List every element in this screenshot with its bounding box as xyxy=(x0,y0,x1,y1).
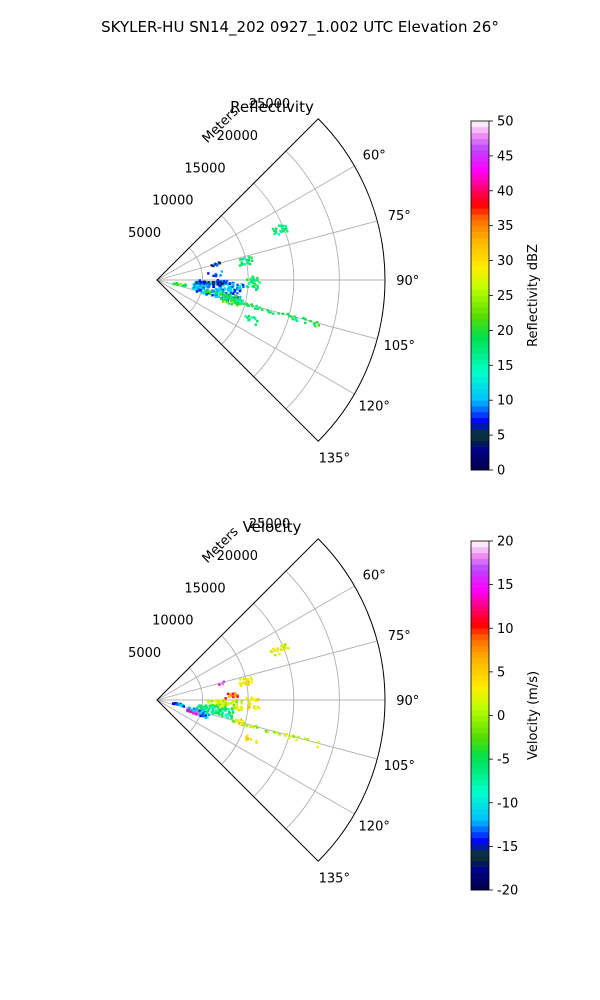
echo-region xyxy=(238,256,254,267)
angular-gridline xyxy=(156,165,355,281)
radar-echoes xyxy=(172,224,320,328)
colorbar-tick-label: -20 xyxy=(497,884,518,899)
echo-region xyxy=(224,692,239,700)
angle-tick-label: 60° xyxy=(363,149,386,164)
colorbar-tick-label: 5 xyxy=(497,429,505,444)
echo-region xyxy=(171,702,185,708)
colorbar-tick-label: -10 xyxy=(497,796,518,811)
colorbar-tick-label: 50 xyxy=(497,115,514,130)
colorbar-tick-label: 10 xyxy=(497,394,514,409)
colorbar-tick-label: 20 xyxy=(497,324,514,339)
echo-region xyxy=(245,275,261,292)
colorbar-tick-label: -5 xyxy=(497,753,510,768)
radial-tick-label: 10000 xyxy=(152,194,193,209)
angular-gridline xyxy=(156,220,378,281)
sector-outline xyxy=(156,118,386,442)
reflectivity-title: Reflectivity xyxy=(230,98,314,116)
colorbar-tick-label: 40 xyxy=(497,184,514,199)
echo-region xyxy=(269,643,290,657)
echo-region xyxy=(244,315,259,326)
radial-tick-label: 10000 xyxy=(152,614,193,629)
angular-gridline xyxy=(156,279,355,395)
angle-tick-label: 135° xyxy=(319,871,350,886)
angular-gridline xyxy=(156,699,355,815)
sector-outline xyxy=(156,538,386,862)
colorbar: -20 -15 -10 -5 0 5 10 15 20 Velocity (m/s) xyxy=(470,535,541,899)
colorbar-tick-label: 5 xyxy=(497,665,505,680)
echo-region xyxy=(233,298,244,305)
colorbar-tick-label: 10 xyxy=(497,622,514,637)
colorbar-tick-label: 30 xyxy=(497,254,514,269)
angle-tick-label: 105° xyxy=(384,759,415,774)
angle-tick-label: 75° xyxy=(388,629,411,644)
radial-tick-label: 25000 xyxy=(249,97,290,112)
colorbar-label: Reflectivity dBZ xyxy=(526,244,541,347)
colorbar-tick-label: 35 xyxy=(497,219,514,234)
radial-tick-label: 25000 xyxy=(249,517,290,532)
colorbar-label: Velocity (m/s) xyxy=(526,671,541,760)
colorbar-tick-label: 15 xyxy=(497,578,514,593)
echo-region xyxy=(210,261,222,268)
reflectivity-panel: Reflectivity 500010000150002000025000Met… xyxy=(128,97,541,479)
angle-tick-label: 120° xyxy=(359,399,390,414)
colorbar-tick-label: 25 xyxy=(497,289,514,304)
angle-tick-label: 75° xyxy=(388,209,411,224)
colorbar-tick-label: -15 xyxy=(497,840,518,855)
echo-region xyxy=(231,300,320,328)
angle-tick-label: 135° xyxy=(319,451,350,466)
echo-region xyxy=(235,718,245,726)
radial-tick-label: 15000 xyxy=(184,581,225,596)
colorbar-tick-label: 0 xyxy=(497,464,505,479)
velocity-panel: Velocity 500010000150002000025000Meters6… xyxy=(128,517,541,899)
angle-tick-label: 105° xyxy=(384,339,415,354)
angle-tick-label: 60° xyxy=(363,569,386,584)
echo-region xyxy=(218,680,225,686)
colorbar: 0 5 10 15 20 25 30 35 40 45 50 Reflectivity dBZ xyxy=(470,115,541,479)
velocity-title: Velocity xyxy=(243,518,302,536)
angle-tick-label: 90° xyxy=(396,274,419,289)
echo-region xyxy=(195,279,229,287)
colorbar-tick-label: 20 xyxy=(497,535,514,550)
radial-tick-label: 20000 xyxy=(217,129,258,144)
radial-tick-label: 15000 xyxy=(184,161,225,176)
angular-gridline xyxy=(156,640,378,701)
echo-region xyxy=(239,676,253,688)
echo-region xyxy=(244,734,258,744)
echo-region xyxy=(186,708,200,716)
angle-tick-label: 90° xyxy=(396,694,419,709)
figure-suptitle: SKYLER-HU SN14_202 0927_1.002 UTC Elevat… xyxy=(101,18,499,37)
colorbar-tick-label: 15 xyxy=(497,359,514,374)
radial-tick-label: 5000 xyxy=(128,646,161,661)
echo-region xyxy=(231,719,320,749)
radial-tick-label: 20000 xyxy=(217,549,258,564)
echo-region xyxy=(245,696,261,711)
echo-region xyxy=(196,704,235,720)
echo-region xyxy=(271,224,289,236)
echo-region xyxy=(204,289,218,295)
echo-region xyxy=(172,282,187,288)
angle-tick-label: 120° xyxy=(359,819,390,834)
angular-gridline xyxy=(156,585,355,701)
echo-region xyxy=(207,270,223,278)
colorbar-tick-label: 0 xyxy=(497,709,505,724)
colorbar-tick-label: 45 xyxy=(497,149,514,164)
radial-tick-label: 5000 xyxy=(128,226,161,241)
radar-echoes xyxy=(171,643,320,749)
